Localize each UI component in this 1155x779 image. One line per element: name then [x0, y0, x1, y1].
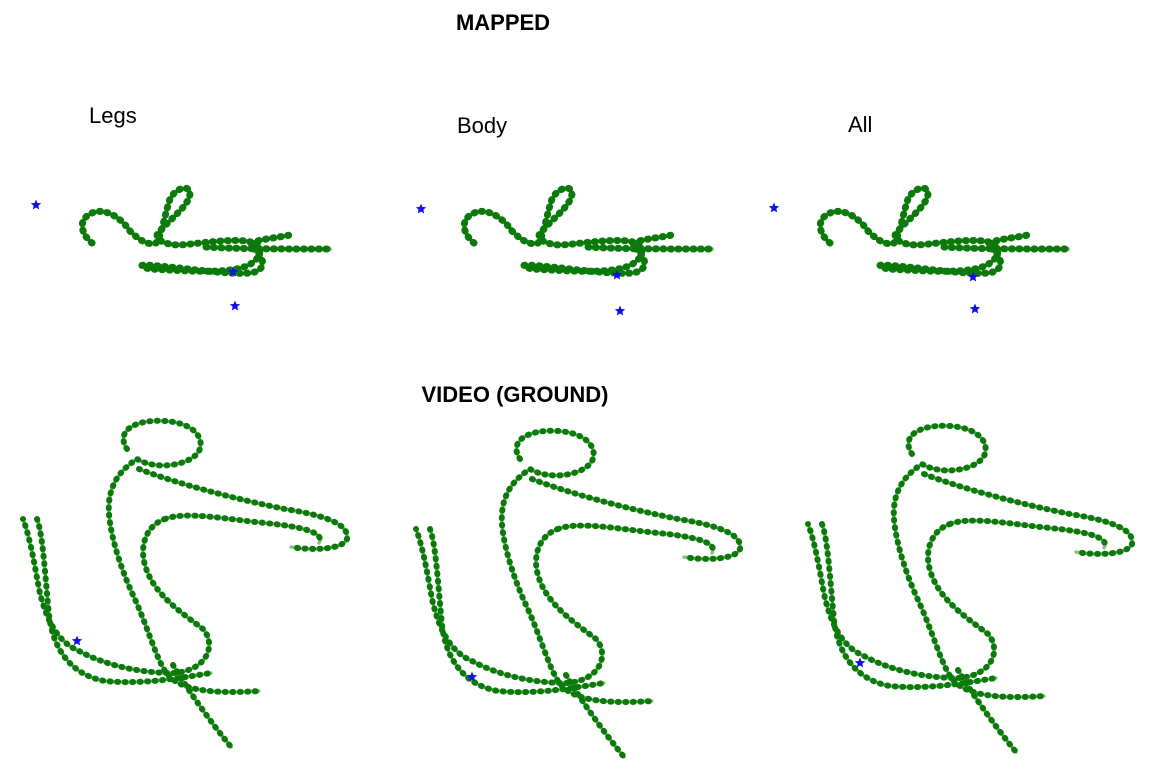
trajectory-trace	[529, 476, 744, 562]
position-marker-star	[227, 266, 239, 277]
trajectory-trace	[105, 417, 262, 696]
position-marker-star	[229, 300, 241, 311]
position-marker-star	[768, 202, 780, 213]
trajectory-trace	[955, 667, 1019, 755]
panel-label-legs: Legs	[89, 103, 137, 128]
mapped-trajectory-body	[415, 184, 716, 316]
trajectory-trace	[460, 184, 716, 277]
mapped-trajectory-legs	[30, 184, 334, 311]
trajectory-trace	[20, 516, 213, 676]
trajectory-trace	[921, 471, 1136, 557]
trajectory-core	[80, 186, 332, 276]
trajectory-trace	[563, 672, 627, 760]
trajectory-core	[462, 186, 714, 276]
trajectory-trace	[498, 427, 655, 706]
trajectory-trace	[34, 516, 214, 686]
position-marker-star	[969, 303, 981, 314]
position-marker-star	[854, 657, 866, 668]
trajectory-trace	[890, 422, 1047, 701]
position-marker-star	[415, 203, 427, 214]
position-marker-star	[614, 305, 626, 316]
position-marker-star	[466, 671, 478, 682]
position-marker-star	[71, 635, 83, 646]
trajectory-trace	[78, 184, 334, 277]
video-trajectory-all	[805, 422, 1136, 755]
position-marker-star	[30, 199, 42, 210]
trajectory-trace	[805, 521, 998, 681]
video-trajectory-legs	[20, 417, 351, 750]
trajectory-trace	[555, 522, 716, 556]
trajectory-trace	[427, 526, 607, 696]
panel-label-all: All	[848, 112, 873, 137]
trajectory-trace	[136, 466, 351, 552]
trajectory-trace	[947, 517, 1108, 551]
trajectory-trace	[162, 512, 323, 546]
panel-label-body: Body	[457, 113, 508, 138]
trajectory-core	[818, 186, 1070, 276]
video-trajectory-body	[413, 427, 744, 760]
trajectory-trace	[413, 526, 606, 686]
position-marker-star	[967, 271, 979, 282]
position-marker-star	[611, 269, 623, 280]
mapped-heading: MAPPED	[455, 10, 551, 35]
trajectory-trace	[819, 521, 999, 691]
trajectory-trace	[170, 662, 234, 750]
video-ground-heading: VIDEO (GROUND)	[421, 382, 609, 407]
mapped-trajectory-all	[768, 184, 1072, 314]
trajectory-trace	[816, 184, 1072, 277]
